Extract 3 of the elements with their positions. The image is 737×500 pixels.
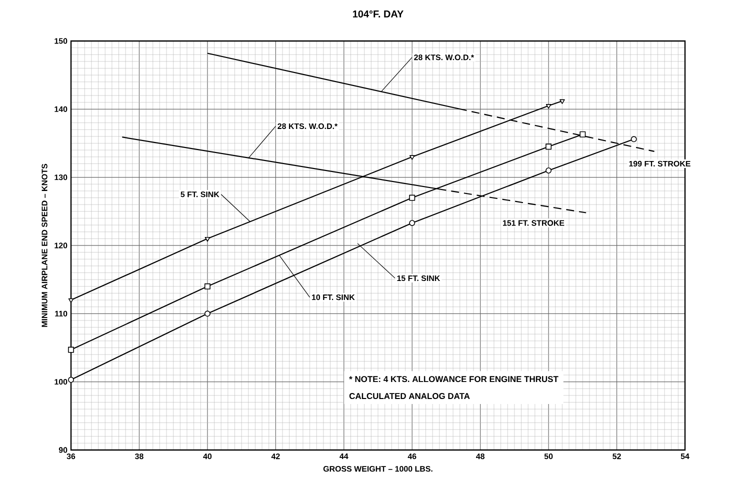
chart-title: 104°F. DAY [353, 10, 404, 18]
annotation: * NOTE: 4 KTS. ALLOWANCE FOR ENGINE THRUST [349, 376, 558, 382]
annotation: CALCULATED ANALOG DATA [349, 393, 470, 400]
